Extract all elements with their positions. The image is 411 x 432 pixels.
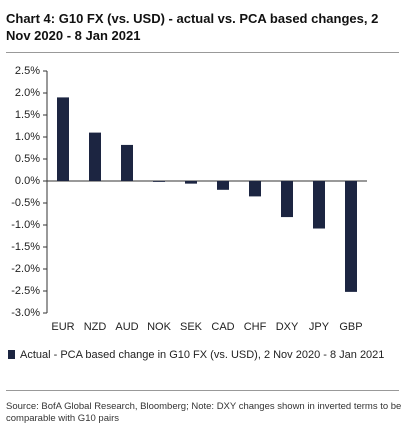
y-tick-label: -1.0% [11, 219, 40, 231]
y-tick-label: 1.5% [15, 109, 40, 121]
y-tick-label: -3.0% [11, 307, 40, 319]
bar [217, 181, 229, 190]
x-tick-label: CAD [211, 321, 234, 333]
x-tick-label: JPY [309, 321, 330, 333]
y-tick-label: -2.5% [11, 285, 40, 297]
legend-swatch [8, 350, 15, 359]
x-tick-label: NZD [84, 321, 107, 333]
rule [6, 390, 399, 391]
rule [6, 52, 399, 53]
source-note: Source: BofA Global Research, Bloomberg;… [6, 401, 402, 424]
bar [345, 181, 357, 292]
bar [249, 181, 261, 197]
bar [89, 132, 101, 181]
bar [281, 181, 293, 218]
y-tick-label: -2.0% [11, 263, 40, 275]
y-tick-label: -1.5% [11, 241, 40, 253]
bar [313, 181, 325, 229]
chart: 2.5% 2.0% 1.5% 1.0% 0.5% 0.0% -0.5% -1.0% -1.5% -… [11, 65, 367, 333]
x-tick-label: EUR [51, 321, 74, 333]
y-tick-label: 0.5% [15, 153, 40, 165]
x-tick-label: AUD [115, 321, 138, 333]
y-tick-label: -0.5% [11, 197, 40, 209]
x-tick-label: DXY [276, 321, 299, 333]
x-tick-label: CHF [244, 321, 267, 333]
y-tick-label: 2.0% [15, 87, 40, 99]
y-tick-label: 0.0% [15, 175, 40, 187]
bar [153, 181, 165, 182]
x-tick-label: GBP [339, 321, 362, 333]
chart-title: Chart 4: G10 FX (vs. USD) - actual vs. P… [6, 11, 379, 43]
bar [185, 181, 197, 184]
x-tick-label: NOK [147, 321, 172, 333]
bar [121, 144, 133, 181]
x-tick-label: SEK [180, 321, 203, 333]
y-tick-label: 1.0% [15, 131, 40, 143]
legend: Actual - PCA based change in G10 FX (vs.… [8, 348, 388, 362]
y-tick-label: 2.5% [15, 65, 40, 77]
bar [57, 97, 69, 181]
legend-label: Actual - PCA based change in G10 FX (vs.… [20, 349, 385, 361]
